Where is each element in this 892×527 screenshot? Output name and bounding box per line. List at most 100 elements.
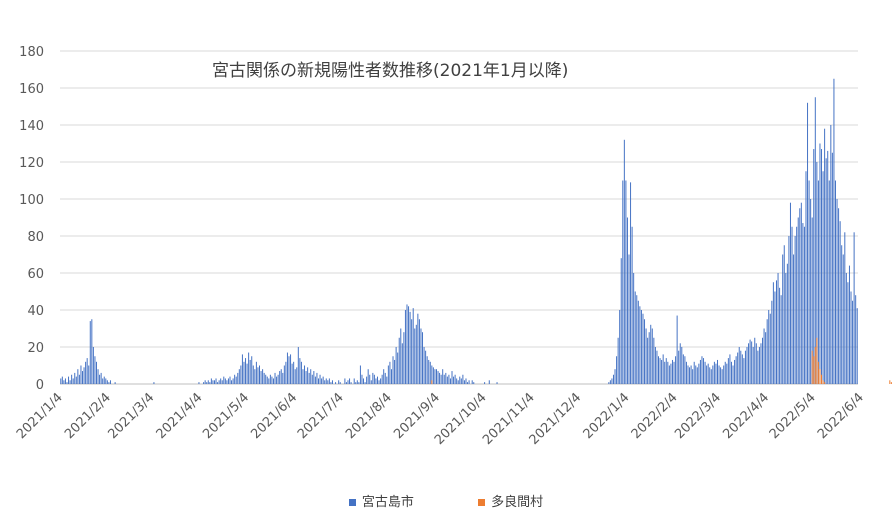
bar-miyakojima-234 <box>423 347 425 384</box>
bar-miyakojima-149 <box>291 363 293 384</box>
bar-miyakojima-485 <box>813 149 815 384</box>
legend-item-miyakojima: 宮古島市 <box>348 491 414 510</box>
bar-taramason-491 <box>822 380 824 384</box>
bar-miyakojima-116 <box>240 365 242 384</box>
bar-miyakojima-415 <box>704 361 706 384</box>
bar-miyakojima-7 <box>71 374 73 384</box>
bar-miyakojima-476 <box>799 208 801 384</box>
x-tick-label-12: 2022/1/4 <box>581 390 633 442</box>
bar-miyakojima-259 <box>462 374 464 384</box>
bar-miyakojima-112 <box>234 374 236 384</box>
bar-miyakojima-12 <box>78 374 80 384</box>
bar-miyakojima-370 <box>634 291 636 384</box>
bar-miyakojima-456 <box>768 310 770 384</box>
bar-miyakojima-378 <box>647 337 649 384</box>
bar-miyakojima-114 <box>237 372 239 384</box>
bar-miyakojima-406 <box>690 365 692 384</box>
bar-miyakojima-411 <box>698 363 700 384</box>
bar-miyakojima-162 <box>311 374 313 384</box>
bar-miyakojima-243 <box>437 371 439 384</box>
bar-miyakojima-255 <box>456 378 458 384</box>
bar-miyakojima-200 <box>370 380 372 384</box>
bar-miyakojima-379 <box>648 332 650 384</box>
bar-miyakojima-153 <box>297 347 299 384</box>
legend-label-miyakojima: 宮古島市 <box>361 495 414 510</box>
bar-miyakojima-472 <box>793 254 795 384</box>
bar-miyakojima-185 <box>347 380 349 384</box>
bar-miyakojima-482 <box>808 180 810 384</box>
bar-miyakojima-102 <box>218 380 220 384</box>
bar-miyakojima-355 <box>611 378 613 384</box>
bar-miyakojima-98 <box>212 380 214 384</box>
bar-miyakojima-459 <box>772 282 774 384</box>
x-tick-label-14: 2022/3/4 <box>672 390 724 442</box>
bar-miyakojima-28 <box>103 376 105 384</box>
bar-miyakojima-207 <box>381 374 383 384</box>
bar-miyakojima-372 <box>637 300 639 384</box>
y-tick-label-180: 180 <box>19 45 44 60</box>
bar-miyakojima-432 <box>730 361 732 384</box>
bar-miyakojima-381 <box>651 328 653 384</box>
bar-miyakojima-393 <box>670 363 672 384</box>
bar-miyakojima-438 <box>740 350 742 384</box>
bar-miyakojima-35 <box>114 382 116 384</box>
x-tick-label-15: 2022/4/4 <box>720 390 772 442</box>
bar-miyakojima-439 <box>741 354 743 384</box>
bar-miyakojima-392 <box>668 365 670 384</box>
bar-miyakojima-164 <box>314 376 316 384</box>
bar-miyakojima-92 <box>203 382 205 384</box>
bar-miyakojima-360 <box>619 310 621 384</box>
bar-miyakojima-170 <box>324 380 326 384</box>
bar-miyakojima-450 <box>758 347 760 384</box>
bar-miyakojima-129 <box>260 371 262 384</box>
bar-miyakojima-31 <box>108 382 110 384</box>
bar-miyakojima-426 <box>721 369 723 384</box>
bar-miyakojima-505 <box>844 232 846 384</box>
bar-miyakojima-495 <box>828 180 830 384</box>
bar-miyakojima-452 <box>762 337 764 384</box>
bar-taramason-485 <box>813 356 815 384</box>
bar-miyakojima-419 <box>710 369 712 384</box>
bar-miyakojima-160 <box>308 372 310 384</box>
bar-miyakojima-363 <box>623 139 625 384</box>
bar-miyakojima-15 <box>83 367 85 384</box>
bar-miyakojima-163 <box>313 371 315 384</box>
bar-miyakojima-8 <box>72 378 74 384</box>
bar-miyakojima-105 <box>223 376 225 384</box>
bar-miyakojima-168 <box>321 378 323 384</box>
bar-miyakojima-125 <box>254 369 256 384</box>
bar-miyakojima-145 <box>285 361 287 384</box>
bar-miyakojima-436 <box>737 352 739 384</box>
bar-miyakojima-510 <box>852 300 854 384</box>
bar-miyakojima-250 <box>448 374 450 384</box>
bar-miyakojima-122 <box>249 359 251 384</box>
bar-miyakojima-395 <box>673 361 675 384</box>
bar-miyakojima-100 <box>215 378 217 384</box>
bar-miyakojima-148 <box>290 354 292 384</box>
bar-miyakojima-487 <box>816 162 818 384</box>
bar-miyakojima-453 <box>763 328 765 384</box>
y-tick-label-40: 40 <box>27 304 44 319</box>
bar-miyakojima-192 <box>358 382 360 384</box>
bar-miyakojima-9 <box>74 372 76 384</box>
bar-miyakojima-133 <box>266 376 268 384</box>
bar-miyakojima-444 <box>749 339 751 384</box>
bar-miyakojima-263 <box>468 380 470 384</box>
bar-miyakojima-511 <box>853 232 855 384</box>
bar-miyakojima-246 <box>442 369 444 384</box>
legend-item-taramason: 多良間村 <box>478 491 543 510</box>
bar-miyakojima-405 <box>689 367 691 384</box>
bar-miyakojima-265 <box>471 380 473 384</box>
x-tick-label-5: 2021/6/4 <box>248 390 300 442</box>
bar-miyakojima-480 <box>805 171 807 384</box>
bar-miyakojima-261 <box>465 378 467 384</box>
bar-miyakojima-281 <box>496 382 498 384</box>
bar-miyakojima-189 <box>353 378 355 384</box>
bar-miyakojima-422 <box>715 363 717 384</box>
bar-miyakojima-121 <box>248 352 250 384</box>
bar-miyakojima-247 <box>443 374 445 384</box>
bar-miyakojima-384 <box>656 350 658 384</box>
bar-miyakojima-417 <box>707 363 709 384</box>
bar-miyakojima-124 <box>252 365 254 384</box>
bar-miyakojima-21 <box>92 347 94 384</box>
